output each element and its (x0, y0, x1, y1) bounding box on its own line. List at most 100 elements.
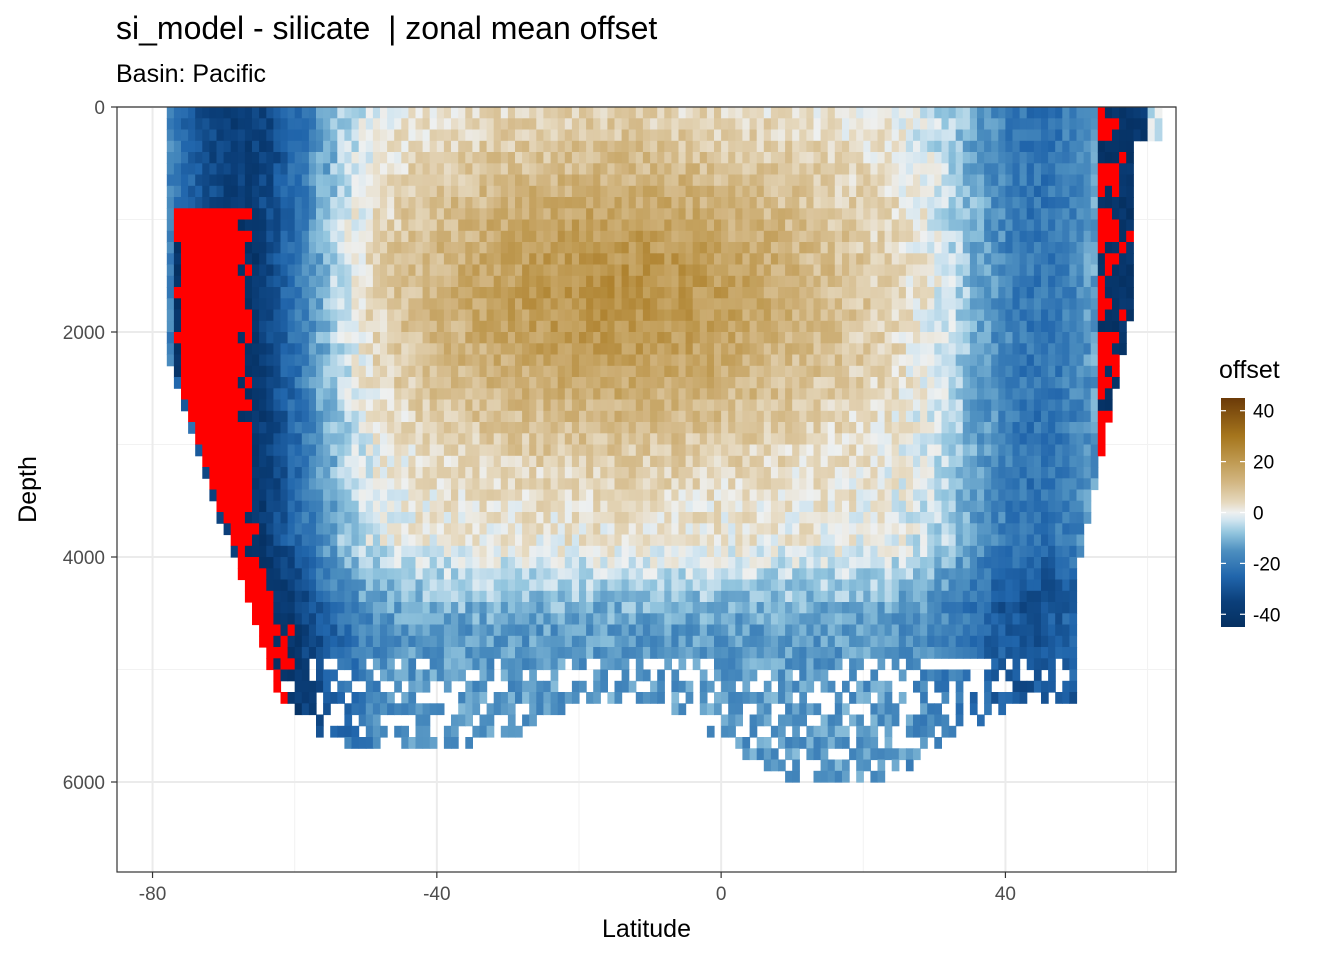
heatmap-cell (259, 624, 267, 637)
heatmap-cell (415, 185, 424, 198)
heatmap-cell (593, 230, 601, 243)
heatmap-cell (770, 489, 779, 502)
heatmap-cell (635, 422, 644, 434)
heatmap-cell (642, 433, 651, 446)
heatmap-cell (792, 478, 800, 491)
heatmap-cell (749, 467, 758, 479)
heatmap-cell (721, 264, 729, 277)
heatmap-cell (657, 275, 665, 288)
heatmap-cell (365, 467, 374, 479)
heatmap-cell (536, 692, 544, 704)
heatmap-cell (543, 523, 552, 536)
heatmap-cell (451, 557, 459, 569)
heatmap-cell (571, 242, 580, 254)
heatmap-cell (813, 433, 822, 446)
heatmap-cell (287, 264, 296, 277)
heatmap-cell (266, 152, 274, 164)
heatmap-cell (230, 275, 239, 288)
heatmap-cell (778, 309, 786, 322)
heatmap-cell (770, 602, 779, 614)
heatmap-cell (564, 253, 573, 266)
heatmap-cell (408, 737, 417, 749)
heatmap-cell (422, 523, 431, 536)
heatmap-cell (678, 680, 687, 693)
heatmap-cell (308, 275, 317, 288)
heatmap-cell (436, 512, 445, 524)
heatmap-cell (394, 647, 402, 659)
heatmap-cell (806, 534, 815, 547)
heatmap-cell (635, 332, 644, 344)
heatmap-cell (216, 444, 225, 457)
heatmap-cell (778, 635, 786, 648)
heatmap-cell (820, 647, 829, 659)
heatmap-cell (842, 534, 850, 547)
heatmap-cell (799, 354, 807, 367)
heatmap-cell (429, 512, 438, 524)
heatmap-cell (856, 590, 864, 603)
heatmap-cell (358, 354, 367, 367)
heatmap-cell (173, 343, 182, 356)
heatmap-cell (443, 680, 452, 693)
heatmap-cell (230, 298, 239, 311)
heatmap-cell (500, 230, 509, 243)
heatmap-cell (586, 467, 594, 479)
heatmap-cell (579, 647, 587, 659)
heatmap-cell (429, 343, 438, 356)
heatmap-cell (763, 163, 772, 176)
heatmap-cell (500, 478, 509, 491)
heatmap-cell (607, 647, 616, 659)
heatmap-cell (664, 343, 672, 356)
heatmap-cell (522, 500, 530, 513)
heatmap-cell (273, 422, 282, 434)
heatmap-cell (266, 467, 274, 479)
heatmap-cell (642, 152, 651, 164)
heatmap-cell (209, 264, 218, 277)
heatmap-cell (735, 512, 743, 524)
heatmap-cell (849, 602, 857, 614)
heatmap-cell (280, 230, 289, 243)
heatmap-cell (756, 152, 765, 164)
heatmap-cell (642, 343, 651, 356)
heatmap-cell (827, 377, 836, 389)
heatmap-cell (507, 332, 516, 344)
heatmap-cell (678, 624, 687, 637)
heatmap-cell (827, 613, 836, 626)
heatmap-cell (820, 163, 829, 176)
heatmap-cell (735, 534, 743, 547)
heatmap-cell (436, 185, 445, 198)
heatmap-cell (593, 163, 601, 176)
heatmap-cell (820, 264, 829, 277)
heatmap-cell (273, 534, 282, 547)
heatmap-cell (550, 647, 559, 659)
heatmap-cell (536, 613, 544, 626)
heatmap-cell (522, 343, 530, 356)
heatmap-cell (856, 444, 864, 457)
heatmap-cell (607, 624, 616, 637)
heatmap-cell (259, 287, 267, 299)
heatmap-cell (188, 275, 196, 288)
heatmap-cell (834, 433, 843, 446)
heatmap-cell (408, 275, 417, 288)
heatmap-cell (593, 399, 601, 412)
heatmap-cell (294, 320, 303, 333)
heatmap-cell (579, 680, 587, 693)
heatmap-cell (401, 118, 409, 131)
heatmap-cell (394, 174, 402, 187)
heatmap-cell (493, 219, 502, 232)
heatmap-cell (515, 365, 523, 378)
heatmap-cell (287, 298, 296, 311)
heatmap-cell (536, 242, 544, 254)
heatmap-cell (415, 737, 424, 749)
heatmap-cell (842, 230, 850, 243)
heatmap-cell (543, 545, 552, 558)
heatmap-cell (436, 422, 445, 434)
heatmap-cell (422, 287, 431, 299)
heatmap-cell (543, 410, 552, 423)
heatmap-cell (330, 343, 338, 356)
heatmap-cell (287, 377, 296, 389)
heatmap-cell (458, 579, 466, 592)
heatmap-cell (529, 242, 537, 254)
heatmap-cell (443, 478, 452, 491)
heatmap-cell (586, 523, 594, 536)
heatmap-cell (728, 107, 736, 119)
